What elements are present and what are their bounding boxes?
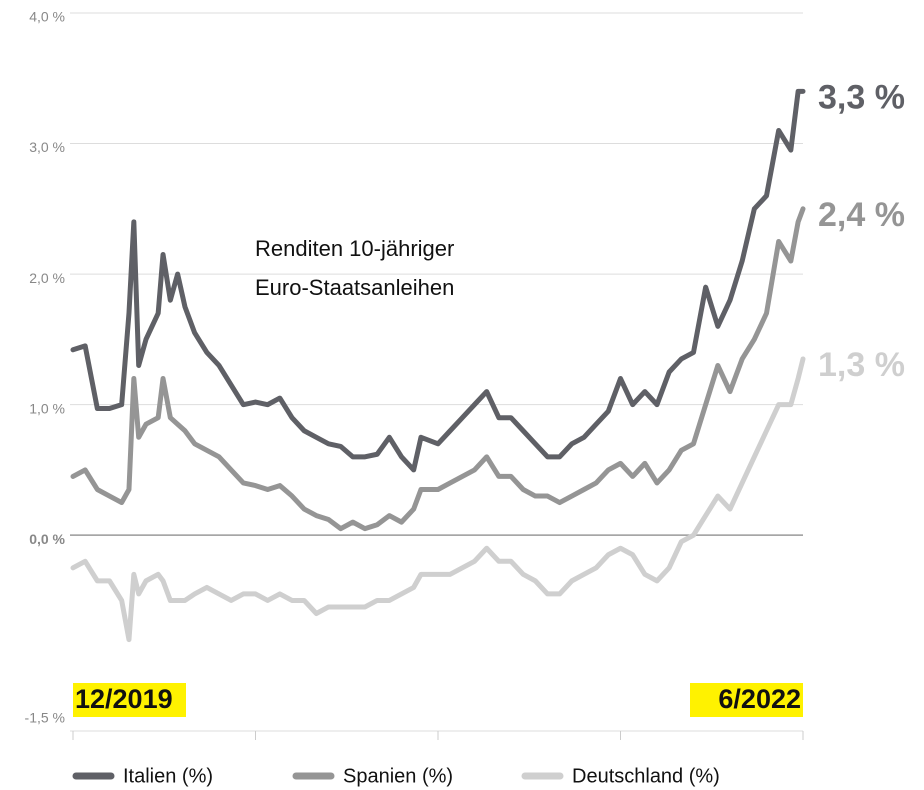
series-line bbox=[70, 88, 806, 473]
y-tick-label: -1,5 % bbox=[25, 710, 65, 726]
legend-label: Deutschland (%) bbox=[572, 765, 720, 787]
y-tick-label: 3,0 % bbox=[29, 139, 65, 155]
legend-label: Spanien (%) bbox=[343, 765, 453, 787]
end-label: 2,4 % bbox=[818, 196, 905, 234]
annotation: 6/2022 bbox=[718, 684, 801, 714]
y-tick-label: 2,0 % bbox=[29, 270, 65, 286]
series-line bbox=[70, 356, 806, 643]
chart-title: Renditen 10-jähriger bbox=[255, 236, 454, 261]
y-tick-label: 4,0 % bbox=[29, 9, 65, 25]
y-tick-label: 1,0 % bbox=[29, 400, 65, 416]
y-tick-label: 0,0 % bbox=[29, 531, 65, 547]
end-label: 3,3 % bbox=[818, 78, 905, 116]
chart-title: Euro-Staatsanleihen bbox=[255, 275, 454, 300]
end-label: 1,3 % bbox=[818, 346, 905, 384]
legend-label: Italien (%) bbox=[123, 765, 213, 787]
annotation-box bbox=[73, 683, 186, 717]
annotation: 12/2019 bbox=[75, 684, 173, 714]
series-line bbox=[70, 206, 806, 532]
annotation-box bbox=[690, 683, 803, 717]
